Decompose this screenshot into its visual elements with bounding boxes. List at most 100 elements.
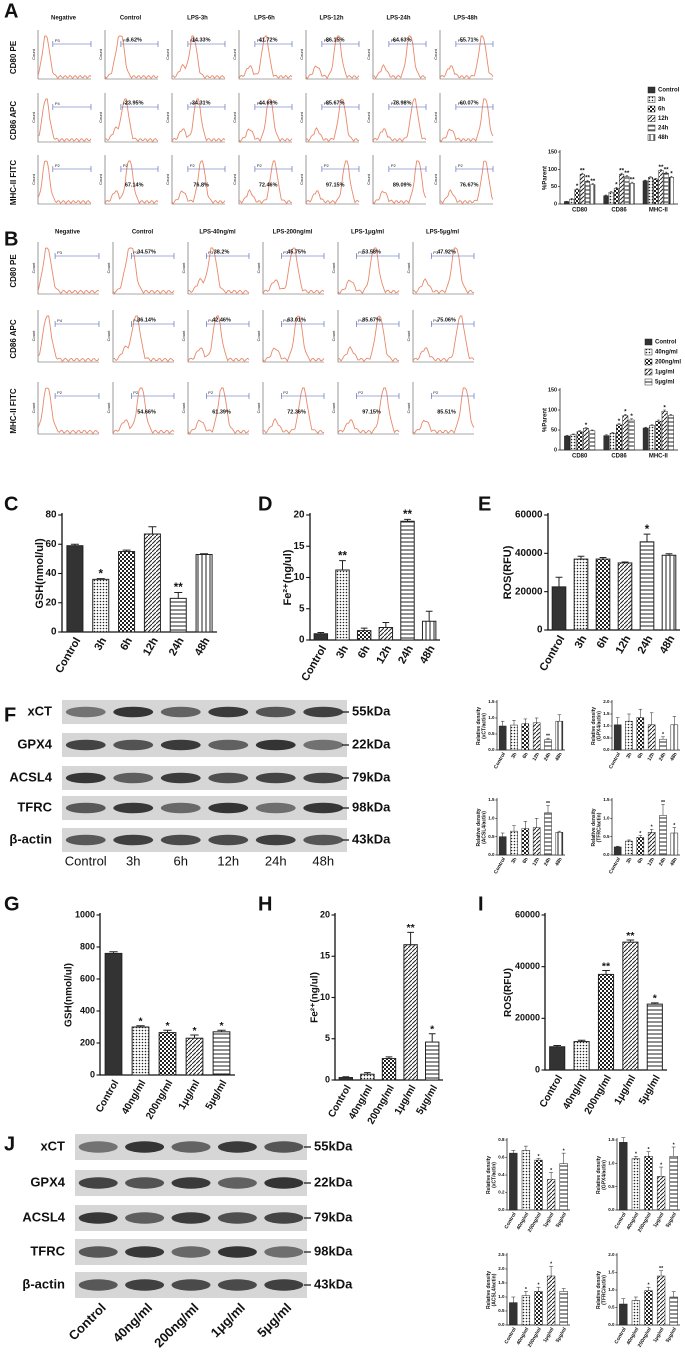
axis bbox=[496, 700, 565, 751]
histogram-curve bbox=[171, 98, 226, 143]
bar bbox=[656, 1275, 666, 1326]
bar bbox=[378, 627, 394, 641]
size-label: 55kDa bbox=[352, 703, 391, 718]
bar bbox=[667, 415, 674, 451]
error-bar bbox=[630, 181, 634, 184]
percent-label: 44.69% bbox=[259, 100, 278, 106]
count-label: Count bbox=[98, 173, 103, 185]
gate-label: P3 bbox=[358, 250, 364, 255]
bar bbox=[421, 620, 437, 641]
significance: * bbox=[647, 1147, 650, 1153]
legend-swatch bbox=[647, 86, 656, 94]
column-title: LPS-48h bbox=[453, 16, 477, 22]
bar bbox=[574, 189, 580, 205]
histogram-curve bbox=[439, 98, 494, 143]
gate-label: P3 bbox=[57, 250, 63, 255]
histogram-curve bbox=[262, 315, 325, 363]
y-tick-label: 100 bbox=[548, 167, 557, 173]
gate-label: P2 bbox=[123, 163, 129, 168]
blot-band bbox=[208, 772, 249, 784]
percent-label: 75.06% bbox=[437, 317, 456, 323]
gate bbox=[356, 393, 400, 399]
size-label: 43kDa bbox=[314, 1276, 353, 1291]
histogram-axes bbox=[305, 30, 359, 80]
x-tick-label: 12h bbox=[647, 857, 657, 867]
x-tick-label: 5μg/ml bbox=[637, 1073, 663, 1107]
y-tick-label: 0 bbox=[535, 1064, 540, 1074]
bar bbox=[564, 435, 571, 451]
histogram-curve bbox=[171, 160, 226, 205]
y-tick-label: 50 bbox=[551, 184, 557, 190]
y-tick-label: 1.0 bbox=[488, 816, 495, 821]
y-axis-label: (GPX4/actin) bbox=[597, 711, 603, 741]
x-tick-label: 24h bbox=[167, 635, 187, 658]
bar bbox=[613, 188, 619, 205]
error-bar bbox=[646, 1286, 651, 1291]
significance: * bbox=[647, 1283, 650, 1289]
error-bar bbox=[572, 433, 575, 435]
x-tick-label: 48h bbox=[669, 752, 679, 762]
percent-label: 97.15% bbox=[362, 409, 381, 415]
error-bar bbox=[617, 423, 621, 425]
x-tick-label: Control bbox=[537, 634, 567, 674]
blot-band bbox=[171, 1279, 211, 1291]
gate-label: P3 bbox=[283, 250, 289, 255]
protein-label: β-actin bbox=[22, 1276, 65, 1291]
x-tick-label: 6h bbox=[522, 752, 530, 760]
panel-letter: D bbox=[258, 493, 272, 515]
size-label: 43kDa bbox=[352, 831, 391, 846]
percent-label: 67.14% bbox=[125, 182, 144, 188]
lane-label: 6h bbox=[174, 853, 188, 868]
histogram-axes bbox=[439, 93, 493, 143]
legend-label: Control bbox=[658, 88, 680, 94]
gate bbox=[455, 166, 494, 172]
error-bar bbox=[557, 714, 562, 722]
histogram-curve bbox=[305, 98, 360, 143]
x-tick-label: 12h bbox=[374, 643, 394, 666]
legend-swatch bbox=[644, 368, 653, 376]
x-tick-label: 12h bbox=[647, 752, 657, 762]
histogram-curve bbox=[238, 160, 293, 205]
error-bar bbox=[174, 592, 183, 599]
gate-label: P4 bbox=[208, 318, 214, 323]
x-tick-label: 3h bbox=[510, 857, 518, 865]
y-axis-label: Relative density bbox=[596, 1271, 602, 1309]
bar bbox=[585, 181, 591, 205]
bar bbox=[613, 846, 622, 856]
bar bbox=[509, 1302, 518, 1326]
histogram-axes bbox=[337, 242, 399, 295]
x-tick-label: 48h bbox=[658, 633, 678, 656]
y-tick-label: 20000 bbox=[515, 586, 543, 597]
percent-label: 34.57% bbox=[137, 249, 156, 255]
x-tick-label: CD86 bbox=[611, 454, 627, 460]
error-bar bbox=[536, 1286, 541, 1292]
lane-label: 200ng/ml bbox=[151, 1300, 201, 1350]
bar bbox=[521, 828, 530, 856]
histogram-axes bbox=[171, 30, 225, 80]
size-label: 55kDa bbox=[314, 1138, 353, 1153]
bar bbox=[624, 176, 630, 205]
significance: ** bbox=[546, 801, 551, 807]
histogram-axes bbox=[305, 93, 359, 143]
gate bbox=[120, 41, 159, 47]
gate bbox=[388, 166, 427, 172]
histogram-curve bbox=[171, 35, 226, 80]
percent-label: 85.51% bbox=[437, 409, 456, 415]
legend-swatch bbox=[647, 134, 656, 141]
bar bbox=[669, 1156, 678, 1211]
percent-label: 23.95% bbox=[125, 100, 144, 106]
gate bbox=[206, 393, 250, 399]
x-tick-label: MHC-II bbox=[649, 208, 668, 214]
y-tick-label: 0.5 bbox=[608, 1305, 615, 1310]
gate bbox=[281, 393, 325, 399]
column-title: LPS-40ng/ml bbox=[199, 230, 236, 236]
bar bbox=[569, 198, 575, 205]
gate-label: P4 bbox=[283, 318, 289, 323]
histogram-axes bbox=[37, 310, 99, 363]
y-tick-label: 1.0 bbox=[488, 715, 495, 720]
size-label: 98kDa bbox=[352, 799, 391, 814]
blot-band bbox=[65, 772, 106, 784]
error-bar bbox=[385, 1056, 393, 1059]
significance: * bbox=[670, 171, 673, 178]
y-axis-label: GSH(nmol/ul) bbox=[64, 963, 75, 1027]
